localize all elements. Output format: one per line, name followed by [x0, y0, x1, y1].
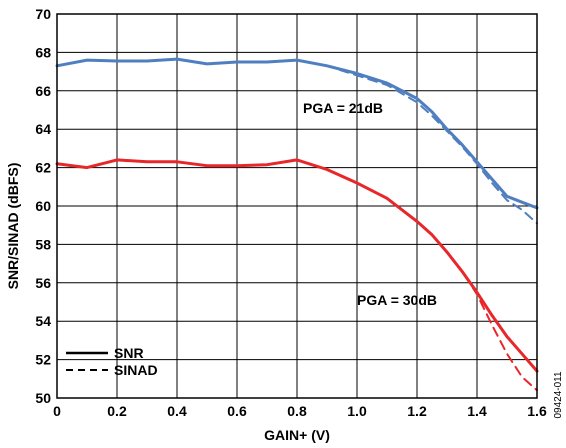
- y-tick-labels: 50 52 54 56 58 60 62 64 66 68 70: [35, 6, 51, 406]
- y-tick-label: 58: [35, 236, 51, 252]
- y-tick-label: 52: [35, 352, 51, 368]
- y-tick-label: 60: [35, 198, 51, 214]
- y-tick-label: 70: [35, 6, 51, 22]
- x-tick-label: 1.6: [527, 403, 547, 419]
- x-tick-label: 0: [53, 403, 61, 419]
- x-axis-title: GAIN+ (V): [264, 427, 330, 443]
- x-tick-label: 0.4: [167, 403, 187, 419]
- y-tick-label: 54: [35, 313, 51, 329]
- x-tick-label: 0.8: [287, 403, 307, 419]
- x-tick-label: 0.2: [107, 403, 127, 419]
- annotation-pga-30db: PGA = 30dB: [357, 292, 437, 308]
- x-tick-label: 0.6: [227, 403, 247, 419]
- series-pga21-snr-line: [55, 57, 539, 210]
- y-tick-label: 68: [35, 44, 51, 60]
- y-tick-label: 50: [35, 390, 51, 406]
- legend-snr-label: SNR: [114, 345, 144, 361]
- x-tick-labels: 0 0.2 0.4 0.6 0.8 1.0 1.2 1.4 1.6: [53, 403, 547, 419]
- y-tick-label: 66: [35, 83, 51, 99]
- series-pga30-snr-line: [55, 158, 539, 373]
- legend-sinad-label: SINAD: [114, 362, 158, 378]
- figure-id: 09424-011: [553, 371, 564, 419]
- legend: SNR SINAD: [66, 345, 158, 378]
- y-tick-label: 62: [35, 160, 51, 176]
- plot-frame: [56, 13, 538, 399]
- x-tick-label: 1.2: [407, 403, 427, 419]
- y-axis-title: SNR/SINAD (dBFS): [5, 163, 21, 290]
- y-tick-label: 56: [35, 275, 51, 291]
- grid: [56, 13, 538, 399]
- x-tick-label: 1.0: [347, 403, 367, 419]
- annotation-pga-21db: PGA = 21dB: [303, 100, 383, 116]
- x-tick-label: 1.4: [467, 403, 487, 419]
- series-pga21-sinad-line: [56, 58, 538, 225]
- series-layer: [55, 57, 539, 392]
- y-tick-label: 64: [35, 121, 51, 137]
